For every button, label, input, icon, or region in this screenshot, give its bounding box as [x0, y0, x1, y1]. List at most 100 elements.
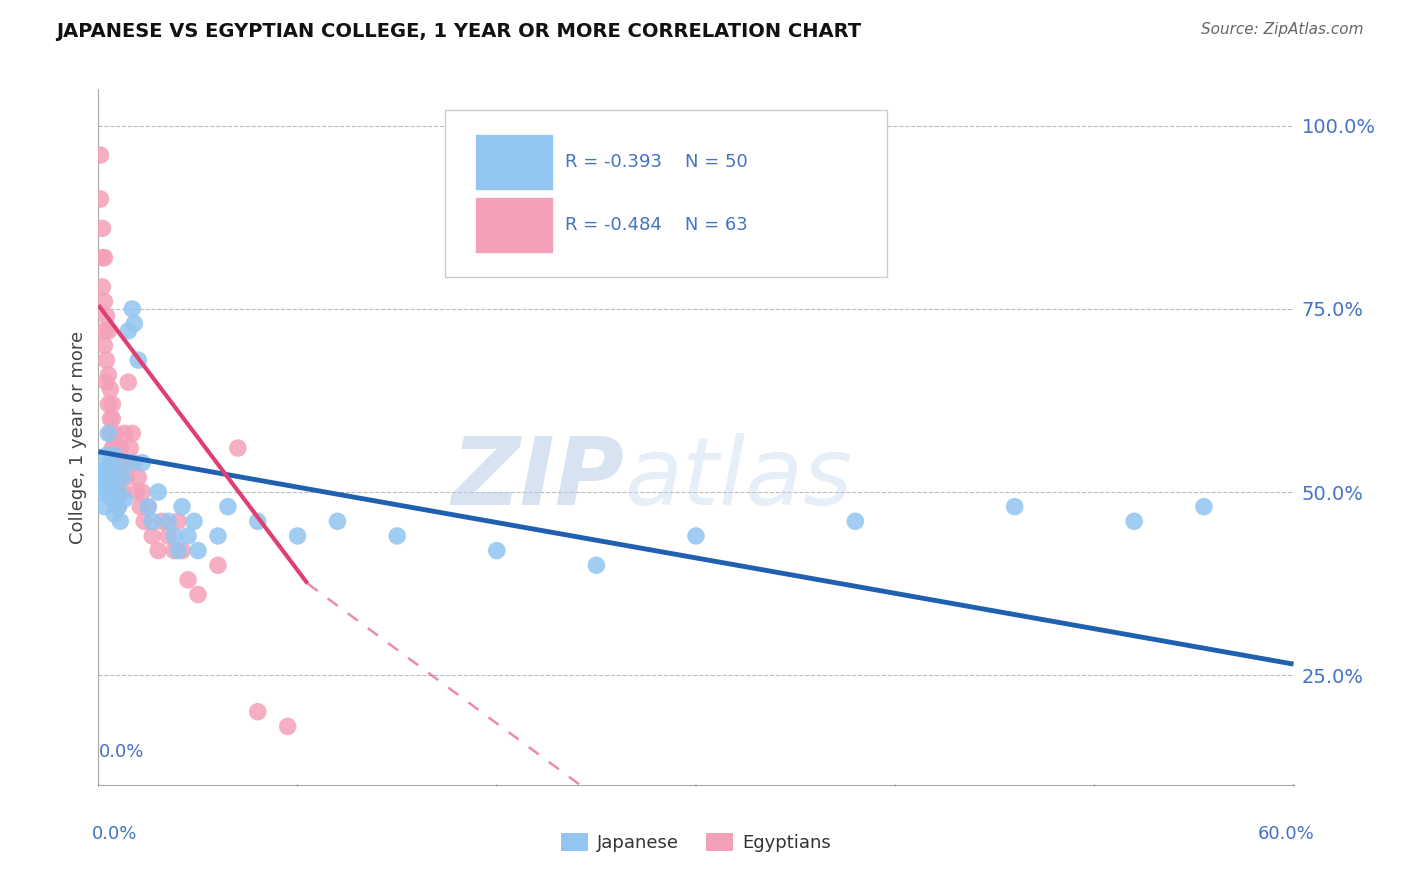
- Point: [246, 514, 269, 528]
- Point: [217, 500, 239, 514]
- Point: [91, 463, 114, 477]
- Point: [141, 529, 163, 543]
- Point: [157, 529, 180, 543]
- Point: [127, 470, 149, 484]
- Point: [93, 324, 115, 338]
- Point: [326, 514, 349, 528]
- Point: [89, 470, 111, 484]
- Point: [105, 463, 128, 477]
- Point: [136, 500, 159, 514]
- Point: [148, 543, 170, 558]
- Point: [277, 719, 299, 733]
- Y-axis label: College, 1 year or more: College, 1 year or more: [69, 331, 87, 543]
- Point: [1192, 500, 1215, 514]
- Point: [101, 456, 124, 470]
- Point: [103, 470, 125, 484]
- Text: R = -0.393    N = 50: R = -0.393 N = 50: [565, 153, 747, 171]
- Point: [97, 368, 120, 382]
- Point: [93, 338, 115, 352]
- Point: [91, 280, 114, 294]
- Point: [107, 500, 129, 514]
- Point: [121, 301, 143, 316]
- Point: [585, 558, 607, 573]
- Point: [97, 324, 120, 338]
- Point: [105, 470, 128, 484]
- Point: [96, 310, 118, 324]
- Point: [107, 485, 129, 500]
- Point: [207, 558, 229, 573]
- Point: [125, 485, 148, 500]
- Point: [101, 441, 124, 455]
- Point: [107, 500, 129, 514]
- Point: [187, 543, 209, 558]
- Text: 60.0%: 60.0%: [1258, 825, 1315, 843]
- FancyBboxPatch shape: [475, 135, 553, 190]
- Point: [131, 456, 153, 470]
- Point: [112, 456, 135, 470]
- Point: [107, 485, 129, 500]
- Point: [105, 456, 128, 470]
- Point: [287, 529, 309, 543]
- Point: [226, 441, 249, 455]
- Point: [111, 485, 134, 500]
- Point: [177, 573, 200, 587]
- Point: [103, 456, 125, 470]
- Point: [844, 514, 866, 528]
- FancyBboxPatch shape: [446, 110, 887, 277]
- Point: [103, 441, 125, 455]
- Point: [124, 317, 146, 331]
- Point: [98, 411, 122, 425]
- Text: 0.0%: 0.0%: [91, 825, 136, 843]
- Point: [111, 470, 134, 484]
- Point: [98, 383, 122, 397]
- Point: [107, 449, 129, 463]
- Point: [110, 514, 132, 528]
- Legend: Japanese, Egyptians: Japanese, Egyptians: [554, 826, 838, 859]
- Point: [96, 375, 118, 389]
- Point: [93, 477, 115, 491]
- Point: [163, 543, 186, 558]
- Point: [134, 514, 156, 528]
- Point: [110, 441, 132, 455]
- Point: [1123, 514, 1146, 528]
- Point: [101, 411, 124, 425]
- Point: [177, 529, 200, 543]
- Point: [127, 353, 149, 368]
- Point: [91, 485, 114, 500]
- Point: [115, 470, 138, 484]
- Point: [96, 463, 118, 477]
- Point: [163, 529, 186, 543]
- Point: [129, 500, 152, 514]
- Point: [246, 705, 269, 719]
- Point: [96, 353, 118, 368]
- Point: [98, 470, 122, 484]
- Point: [101, 477, 124, 491]
- Point: [183, 514, 205, 528]
- Point: [131, 485, 153, 500]
- Point: [124, 456, 146, 470]
- Point: [120, 441, 142, 455]
- Point: [167, 514, 190, 528]
- Point: [93, 251, 115, 265]
- Point: [103, 449, 125, 463]
- Point: [98, 426, 122, 441]
- Point: [136, 500, 159, 514]
- Point: [111, 456, 134, 470]
- Point: [685, 529, 707, 543]
- Point: [167, 543, 190, 558]
- Point: [485, 543, 508, 558]
- Point: [101, 397, 124, 411]
- Point: [1004, 500, 1026, 514]
- Point: [93, 500, 115, 514]
- Text: Source: ZipAtlas.com: Source: ZipAtlas.com: [1201, 22, 1364, 37]
- Text: atlas: atlas: [624, 434, 852, 524]
- Point: [98, 456, 122, 470]
- Point: [93, 294, 115, 309]
- Point: [107, 470, 129, 484]
- Point: [89, 148, 111, 162]
- Point: [103, 507, 125, 521]
- Point: [103, 426, 125, 441]
- Point: [105, 441, 128, 455]
- Point: [97, 485, 120, 500]
- Point: [385, 529, 409, 543]
